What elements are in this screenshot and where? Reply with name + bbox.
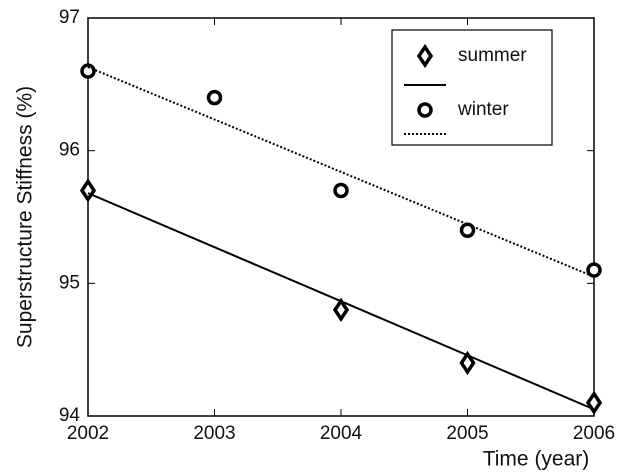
y-tick-label: 94 <box>59 405 81 426</box>
x-tick-label: 2005 <box>446 423 488 444</box>
x-axis-label: Time (year) <box>483 448 590 471</box>
fit-line <box>87 66 595 278</box>
x-tick-label: 2006 <box>573 423 615 444</box>
y-axis-label: Superstructure Stiffness (%) <box>14 86 37 348</box>
fit-line <box>87 192 595 411</box>
x-tick-label: 2003 <box>193 423 235 444</box>
diamond-marker <box>79 178 97 203</box>
circle-marker <box>206 89 223 106</box>
x-tick-label: 2002 <box>67 423 109 444</box>
legend-marker <box>417 102 433 118</box>
legend-box <box>391 29 553 146</box>
x-tick-label: 2004 <box>320 423 363 444</box>
circle-marker <box>459 222 476 239</box>
legend-label: winter <box>457 99 509 120</box>
legend-label: summer <box>458 45 527 66</box>
diamond-marker <box>332 297 350 323</box>
diamond-marker <box>459 350 476 376</box>
legend-marker <box>416 43 434 69</box>
circle-marker <box>333 182 349 199</box>
circle-marker <box>586 262 602 278</box>
y-tick-label: 96 <box>59 140 80 161</box>
y-tick-label: 97 <box>59 7 80 28</box>
y-tick-label: 95 <box>59 272 80 293</box>
circle-marker <box>80 63 96 79</box>
